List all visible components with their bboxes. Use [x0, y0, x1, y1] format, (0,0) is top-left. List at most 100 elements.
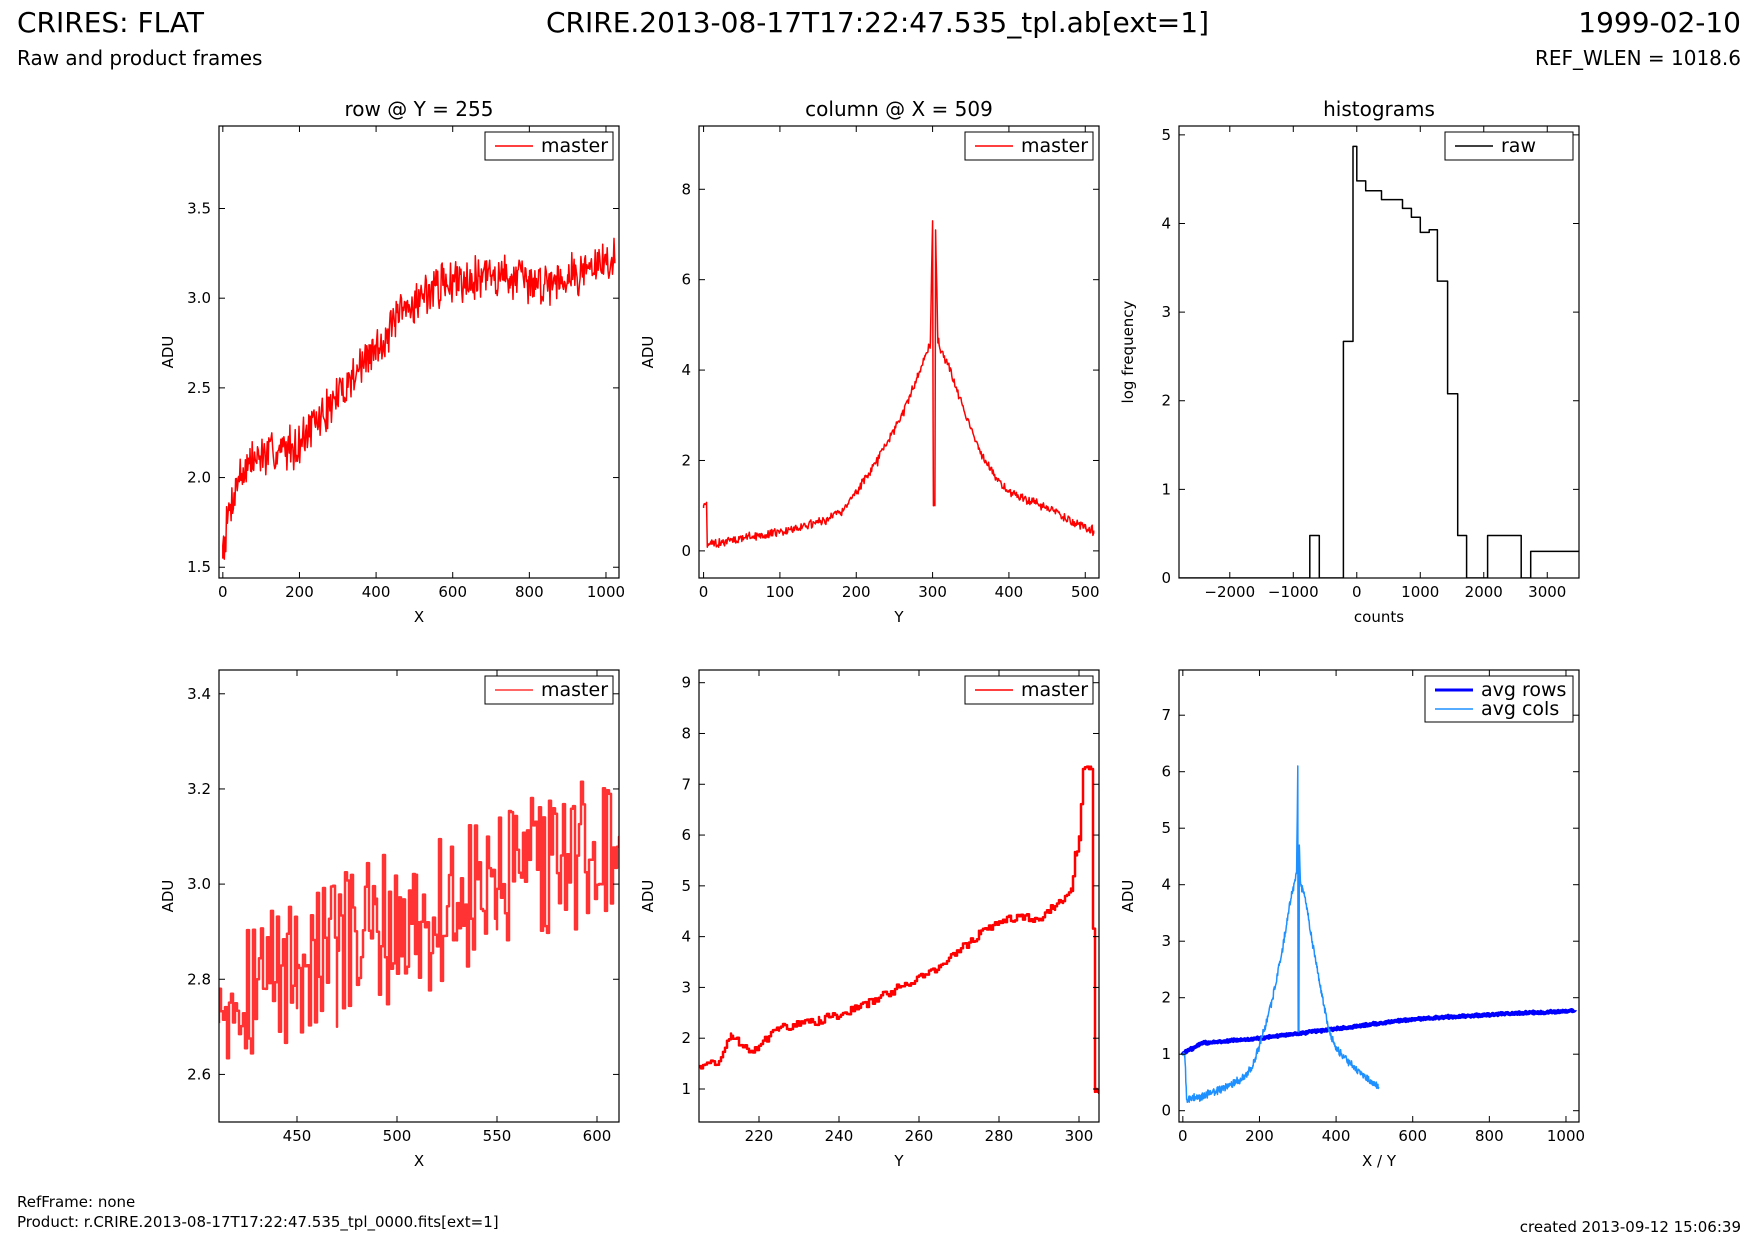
y-tick-label: 9 — [681, 674, 691, 692]
y-tick-label: 1 — [1161, 480, 1171, 498]
x-tick-label: 600 — [583, 1127, 612, 1145]
series-line-avg-cols — [1182, 765, 1380, 1104]
y-tick-label: 0 — [681, 542, 691, 560]
series-group — [1180, 765, 1577, 1104]
y-axis-label: ADU — [1119, 880, 1137, 913]
x-tick-label: 0 — [1178, 1127, 1188, 1145]
y-tick-label: 2 — [1161, 392, 1171, 410]
ref-wlen-label: REF_WLEN = 1018.6 — [1534, 46, 1741, 70]
y-tick-label: 7 — [1161, 706, 1171, 724]
x-tick-label: 240 — [825, 1127, 854, 1145]
x-tick-label: 450 — [283, 1127, 312, 1145]
y-tick-label: 1.5 — [187, 558, 211, 576]
legend-entry: raw — [1501, 135, 1536, 157]
y-tick-label: 1 — [681, 1080, 691, 1098]
legend: raw — [1444, 131, 1574, 161]
y-axis-label: ADU — [639, 336, 657, 369]
y-tick-label: 2.8 — [187, 970, 211, 988]
series-group — [222, 237, 616, 560]
y-tick-label: 3.0 — [187, 875, 211, 893]
y-tick-label: 6 — [681, 271, 691, 289]
series-line-master — [219, 780, 619, 1060]
x-tick-label: 500 — [1071, 583, 1100, 601]
x-axis-label: Y — [893, 608, 904, 626]
plot-frame — [218, 669, 620, 1123]
legend: master — [484, 675, 614, 705]
x-tick-label: 400 — [995, 583, 1024, 601]
chart-row-zoom: 450 500 550 600 2.6 2.8 3.0 3.2 3.4 X ADU master — [159, 669, 620, 1170]
legend: master — [964, 675, 1094, 705]
x-tick-label: 300 — [918, 583, 947, 601]
x-tick-label: −1000 — [1268, 583, 1319, 601]
y-tick-label: 6 — [1161, 763, 1171, 781]
chart-title: histograms — [1323, 97, 1435, 121]
y-tick-label: 3.5 — [187, 200, 211, 218]
y-tick-label: 0 — [1161, 1102, 1171, 1120]
y-axis-label: ADU — [639, 880, 657, 913]
plot-frame — [1178, 125, 1580, 579]
y-axis-label: ADU — [159, 336, 177, 369]
x-tick-label: 1000 — [1401, 583, 1439, 601]
product-label: Product: r.CRIRE.2013-08-17T17:22:47.535… — [17, 1213, 499, 1231]
chart-title: row @ Y = 255 — [345, 97, 494, 121]
y-tick-label: 6 — [681, 826, 691, 844]
ref-frame-label: RefFrame: none — [17, 1193, 136, 1211]
plot-frame — [218, 125, 620, 579]
y-tick-label: 4 — [1161, 876, 1171, 894]
x-tick-label: 400 — [1322, 1127, 1351, 1145]
chart-title: column @ X = 509 — [805, 97, 993, 121]
x-tick-label: 500 — [383, 1127, 412, 1145]
series-line-master — [222, 237, 616, 560]
x-axis-label: X / Y — [1362, 1152, 1397, 1170]
series-line-master — [699, 765, 1099, 1095]
series-line-avg-rows — [1180, 1008, 1577, 1057]
x-tick-label: 550 — [483, 1127, 512, 1145]
x-axis-label: counts — [1354, 608, 1404, 626]
chart-row: 0 200 400 600 800 1000 1.5 2.0 2.5 3.0 3.5 row @ Y … — [159, 97, 625, 626]
x-tick-label: 600 — [1398, 1127, 1427, 1145]
x-axis-label: Y — [893, 1152, 904, 1170]
series-line-master — [702, 220, 1095, 548]
x-axis-label: X — [414, 1152, 424, 1170]
series-group — [699, 765, 1099, 1095]
series-group — [219, 780, 619, 1060]
plot-frame — [698, 125, 1100, 579]
y-tick-label: 3.0 — [187, 289, 211, 307]
x-tick-label: 800 — [515, 583, 544, 601]
x-tick-label: 800 — [1475, 1127, 1504, 1145]
legend: master — [484, 131, 614, 161]
x-tick-label: 300 — [1065, 1127, 1094, 1145]
legend: master — [964, 131, 1094, 161]
x-tick-label: 3000 — [1528, 583, 1566, 601]
x-tick-label: 200 — [1245, 1127, 1274, 1145]
y-tick-label: 2 — [681, 1029, 691, 1047]
y-tick-label: 3 — [681, 978, 691, 996]
x-tick-label: 220 — [745, 1127, 774, 1145]
y-tick-label: 5 — [1161, 819, 1171, 837]
x-tick-label: 2000 — [1465, 583, 1503, 601]
y-tick-label: 2.5 — [187, 379, 211, 397]
y-tick-label: 4 — [681, 928, 691, 946]
chart-column: 0 100 200 300 400 500 0 2 4 6 8 column @ X = 509 Y AD… — [639, 97, 1100, 626]
x-tick-label: 100 — [766, 583, 795, 601]
legend-box — [1424, 675, 1574, 723]
created-label: created 2013-09-12 15:06:39 — [1519, 1218, 1741, 1236]
legend-entry: master — [1021, 679, 1088, 701]
x-tick-label: 1000 — [1547, 1127, 1585, 1145]
date-label: 1999-02-10 — [1578, 6, 1741, 39]
x-tick-label: 600 — [438, 583, 467, 601]
y-tick-label: 5 — [1161, 126, 1171, 144]
legend-entry: master — [541, 679, 608, 701]
x-tick-label: 0 — [1352, 583, 1362, 601]
y-tick-label: 3.4 — [187, 685, 211, 703]
chart-averages: 0 200 400 600 800 1000 0 1 2 3 4 5 6 7 X / Y ADU avg row… — [1119, 669, 1585, 1170]
y-tick-label: 7 — [681, 775, 691, 793]
y-axis-label: log frequency — [1119, 300, 1137, 403]
y-tick-label: 2.0 — [187, 469, 211, 487]
series-line-raw — [1179, 145, 1579, 578]
x-tick-label: 200 — [842, 583, 871, 601]
x-tick-label: 1000 — [587, 583, 625, 601]
x-tick-label: 280 — [985, 1127, 1014, 1145]
y-tick-label: 4 — [681, 361, 691, 379]
